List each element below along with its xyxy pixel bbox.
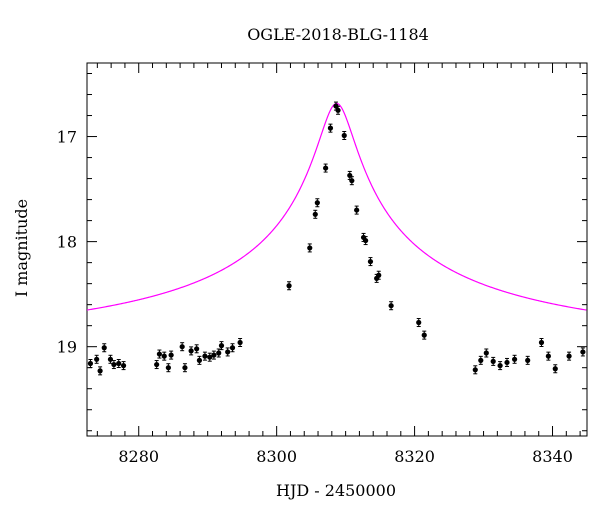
data-point xyxy=(490,358,496,364)
data-point xyxy=(497,363,503,369)
data-point xyxy=(161,353,167,359)
data-point xyxy=(101,345,107,351)
data-point xyxy=(182,365,188,371)
data-point xyxy=(376,272,382,278)
data-point xyxy=(179,344,185,350)
data-point xyxy=(478,357,484,363)
chart-title: OGLE-2018-BLG-1184 xyxy=(247,25,429,44)
data-point xyxy=(87,360,94,367)
data-point xyxy=(367,258,374,265)
data-point xyxy=(327,125,334,131)
data-point xyxy=(323,165,329,171)
data-point xyxy=(188,348,194,354)
y-tick-label: 17 xyxy=(57,128,77,147)
data-point xyxy=(314,200,320,206)
data-point xyxy=(545,353,551,359)
data-point xyxy=(225,349,231,355)
data-point xyxy=(335,107,341,113)
data-point xyxy=(194,346,200,352)
data-point xyxy=(211,352,217,358)
y-tick-label: 18 xyxy=(57,233,77,252)
y-tick-label: 19 xyxy=(57,338,77,357)
data-point xyxy=(120,363,127,369)
data-point xyxy=(363,237,369,244)
x-axis-label: HJD - 2450000 xyxy=(276,481,396,500)
data-point xyxy=(388,303,394,309)
data-point xyxy=(107,356,114,362)
data-point xyxy=(216,350,222,356)
data-point xyxy=(94,356,100,362)
model-curve xyxy=(86,102,587,311)
data-point xyxy=(97,368,103,374)
plot-frame xyxy=(86,62,588,437)
data-point xyxy=(165,365,171,371)
data-point xyxy=(156,351,163,357)
x-tick-label: 8340 xyxy=(532,447,573,466)
data-point xyxy=(229,345,236,351)
data-point xyxy=(580,349,586,355)
data-point xyxy=(504,359,510,366)
data-point xyxy=(341,132,347,139)
data-point xyxy=(525,357,531,363)
data-point xyxy=(538,339,545,346)
data-point xyxy=(286,283,292,289)
data-point xyxy=(154,361,160,368)
data-point xyxy=(552,366,558,372)
data-point xyxy=(416,319,422,326)
data-point xyxy=(349,178,355,184)
data-point xyxy=(354,207,360,213)
data-point xyxy=(196,357,203,363)
data-point xyxy=(312,211,318,217)
data-point xyxy=(168,352,174,358)
data-point xyxy=(202,353,208,359)
data-point xyxy=(218,343,225,349)
x-tick-label: 8300 xyxy=(256,447,297,466)
y-axis-label: I magnitude xyxy=(12,199,31,297)
data-point xyxy=(333,103,339,109)
x-tick-label: 8320 xyxy=(394,447,435,466)
data-point xyxy=(566,353,572,359)
data-point xyxy=(207,354,213,360)
data-point xyxy=(421,332,427,338)
data-point xyxy=(111,361,117,368)
data-point xyxy=(511,356,518,362)
plot-area: 8280 8300 8320 8340 17 18 19 xyxy=(57,62,588,466)
x-tick-label: 8280 xyxy=(118,447,159,466)
data-point xyxy=(472,367,478,373)
data-point xyxy=(116,360,122,367)
data-point xyxy=(237,339,243,346)
data-point xyxy=(307,245,313,251)
data-point xyxy=(483,350,489,356)
